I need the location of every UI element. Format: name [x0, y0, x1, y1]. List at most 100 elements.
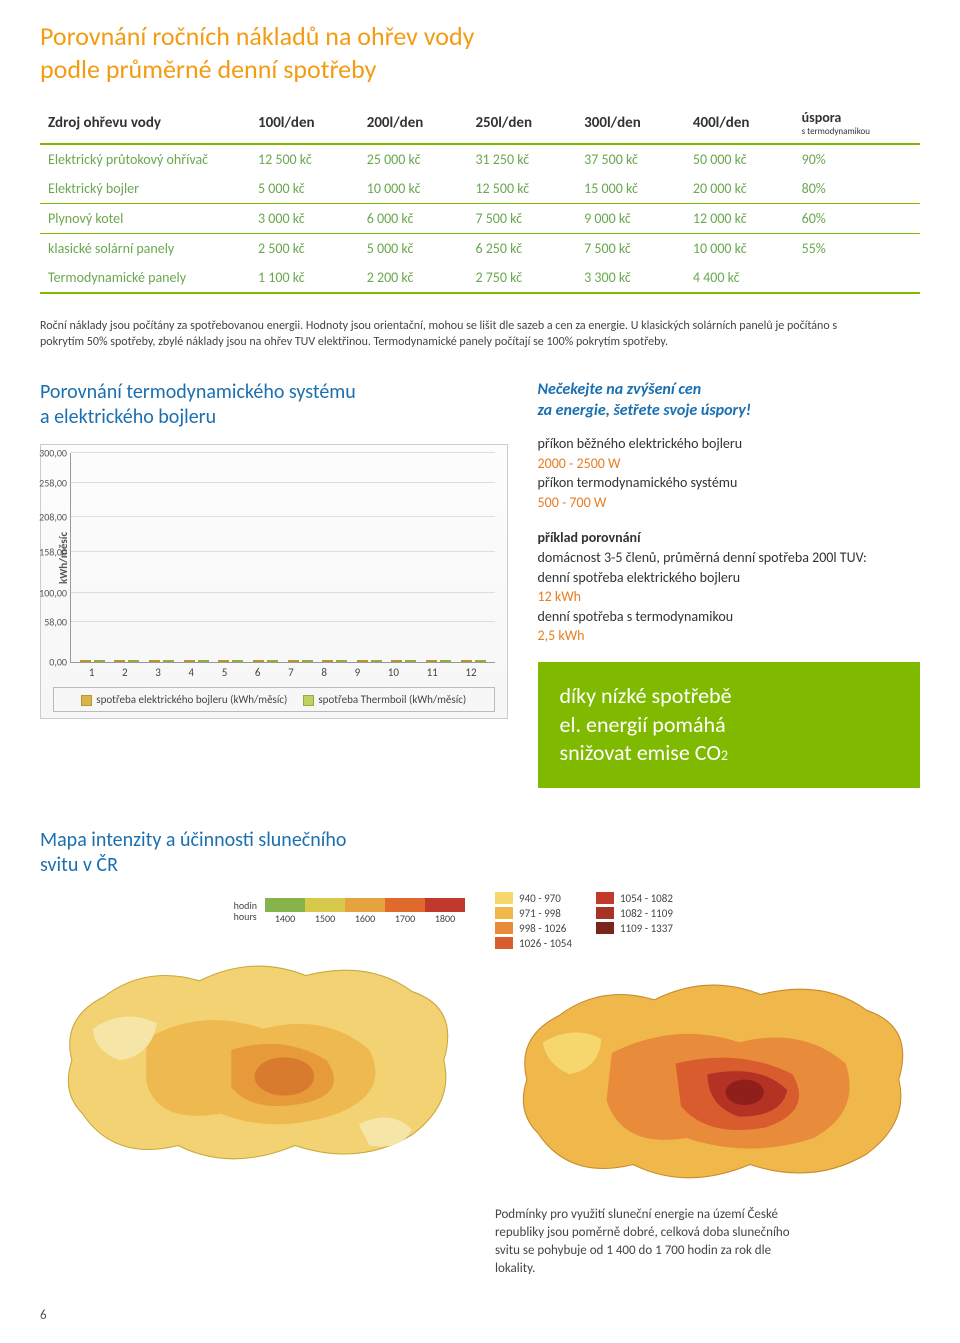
row-label: Termodynamické panely — [40, 263, 250, 293]
x-tick-label: 5 — [222, 666, 228, 679]
bar-series-a — [80, 660, 91, 662]
table-row: klasické solární panely2 500 kč5 000 kč6… — [40, 234, 920, 264]
bar-series-b — [128, 660, 139, 662]
bar-group — [253, 660, 278, 662]
bar-group — [184, 660, 209, 662]
gradient-stop: 1500 — [305, 898, 345, 925]
cost-comparison-table: Zdroj ohřevu vody 100l/den 200l/den 250l… — [40, 103, 920, 294]
cell-value: 12 500 kč — [250, 144, 359, 174]
page-title: Porovnání ročních nákladů na ohřev vody … — [40, 20, 920, 85]
cta-headline: Nečekejte na zvýšení cen za energie, šet… — [538, 380, 921, 422]
table-group: klasické solární panely2 500 kč5 000 kč6… — [40, 234, 920, 294]
map-note: Podmínky pro využití sluneční energie na… — [495, 1206, 795, 1279]
table-group: Elektrický průtokový ohřívač12 500 kč25 … — [40, 144, 920, 204]
col-header-200l: 200l/den — [359, 103, 468, 144]
legend-swatch-icon — [495, 922, 513, 934]
swatch-b-icon — [303, 695, 314, 706]
gradient-stop-label: 1700 — [395, 912, 415, 925]
gradient-stop: 1800 — [425, 898, 465, 925]
cell-value: 5 000 kč — [250, 174, 359, 204]
bar-series-b — [336, 660, 347, 662]
gradient-stop: 1600 — [345, 898, 385, 925]
legend-swatch-icon — [596, 907, 614, 919]
cell-value: 6 000 kč — [359, 204, 468, 234]
bar-series-a — [184, 660, 195, 662]
bar-group — [426, 660, 451, 662]
col-header-300l: 300l/den — [576, 103, 685, 144]
cell-value: 12 000 kč — [685, 204, 794, 234]
cell-value: 25 000 kč — [359, 144, 468, 174]
x-tick-label: 2 — [122, 666, 128, 679]
gradient-swatch-icon — [425, 898, 465, 912]
cell-value: 90% — [794, 144, 920, 174]
x-tick-label: 11 — [427, 666, 438, 679]
legend-range-label: 971 - 998 — [519, 907, 561, 920]
cell-value: 80% — [794, 174, 920, 204]
bar-series-a — [288, 660, 299, 662]
bar-series-b — [475, 660, 486, 662]
row-label: klasické solární panely — [40, 234, 250, 264]
legend-row: 1082 - 1109 — [596, 907, 673, 920]
table-row: Plynový kotel3 000 kč6 000 kč7 500 kč9 0… — [40, 204, 920, 234]
cell-value: 60% — [794, 204, 920, 234]
legend-range-label: 998 - 1026 — [519, 922, 566, 935]
y-tick-label: 100,00 — [39, 586, 71, 599]
legend-row: 940 - 970 — [495, 892, 572, 905]
legend-swatch-icon — [495, 892, 513, 904]
bar-series-a — [322, 660, 333, 662]
legend-unit-label: hodin hours — [234, 900, 257, 922]
legend-item-b: spotřeba Thermboil (kWh/měsíc) — [303, 693, 466, 706]
swatch-a-icon — [81, 695, 92, 706]
cell-value: 20 000 kč — [685, 174, 794, 204]
cell-value: 7 500 kč — [576, 234, 685, 264]
bar-group — [391, 660, 416, 662]
bar-series-b — [440, 660, 451, 662]
bar-group — [288, 660, 313, 662]
cell-value: 1 100 kč — [250, 263, 359, 293]
row-label: Plynový kotel — [40, 204, 250, 234]
legend-swatch-icon — [495, 907, 513, 919]
table-row: Termodynamické panely1 100 kč2 200 kč2 7… — [40, 263, 920, 293]
bar-group — [357, 660, 382, 662]
bar-group — [218, 660, 243, 662]
map-icon — [495, 952, 920, 1207]
row-label: Elektrický průtokový ohřívač — [40, 144, 250, 174]
cell-value: 6 250 kč — [467, 234, 576, 264]
bar-series-a — [391, 660, 402, 662]
row-label: Elektrický bojler — [40, 174, 250, 204]
bar-series-b — [163, 660, 174, 662]
cell-value: 4 400 kč — [685, 263, 794, 293]
legend-range-label: 940 - 970 — [519, 892, 561, 905]
example-comparison-block: příklad porovnání domácnost 3-5 členů, p… — [538, 528, 921, 646]
y-tick-label: 258,00 — [39, 476, 71, 489]
legend-range-label: 1054 - 1082 — [620, 892, 673, 905]
map-solar-intensity — [495, 952, 920, 1182]
x-tick-label: 1 — [89, 666, 95, 679]
cell-value: 5 000 kč — [359, 234, 468, 264]
bar-series-a — [426, 660, 437, 662]
bar-series-a — [461, 660, 472, 662]
bar-series-b — [371, 660, 382, 662]
y-tick-label: 58,00 — [44, 615, 71, 628]
legend-item-a: spotřeba elektrického bojleru (kWh/měsíc… — [81, 693, 287, 706]
bar-group — [322, 660, 347, 662]
gradient-stop: 1700 — [385, 898, 425, 925]
cell-value — [794, 263, 920, 293]
chart-plot-area: 0,0058,00100,00158,00208,00258,00300,00 — [70, 453, 495, 663]
gradient-swatch-icon — [345, 898, 385, 912]
x-tick-label: 12 — [465, 666, 476, 679]
bar-series-a — [357, 660, 368, 662]
cell-value: 12 500 kč — [467, 174, 576, 204]
x-tick-label: 3 — [155, 666, 161, 679]
cell-value: 7 500 kč — [467, 204, 576, 234]
bar-series-b — [267, 660, 278, 662]
bar-series-a — [218, 660, 229, 662]
legend-row: 998 - 1026 — [495, 922, 572, 935]
gradient-stop-label: 1800 — [435, 912, 455, 925]
cell-value: 10 000 kč — [359, 174, 468, 204]
gradient-stop-label: 1500 — [315, 912, 335, 925]
legend-swatch-icon — [596, 922, 614, 934]
legend-row: 1054 - 1082 — [596, 892, 673, 905]
bar-group — [461, 660, 486, 662]
x-axis-labels: 123456789101112 — [71, 663, 495, 679]
